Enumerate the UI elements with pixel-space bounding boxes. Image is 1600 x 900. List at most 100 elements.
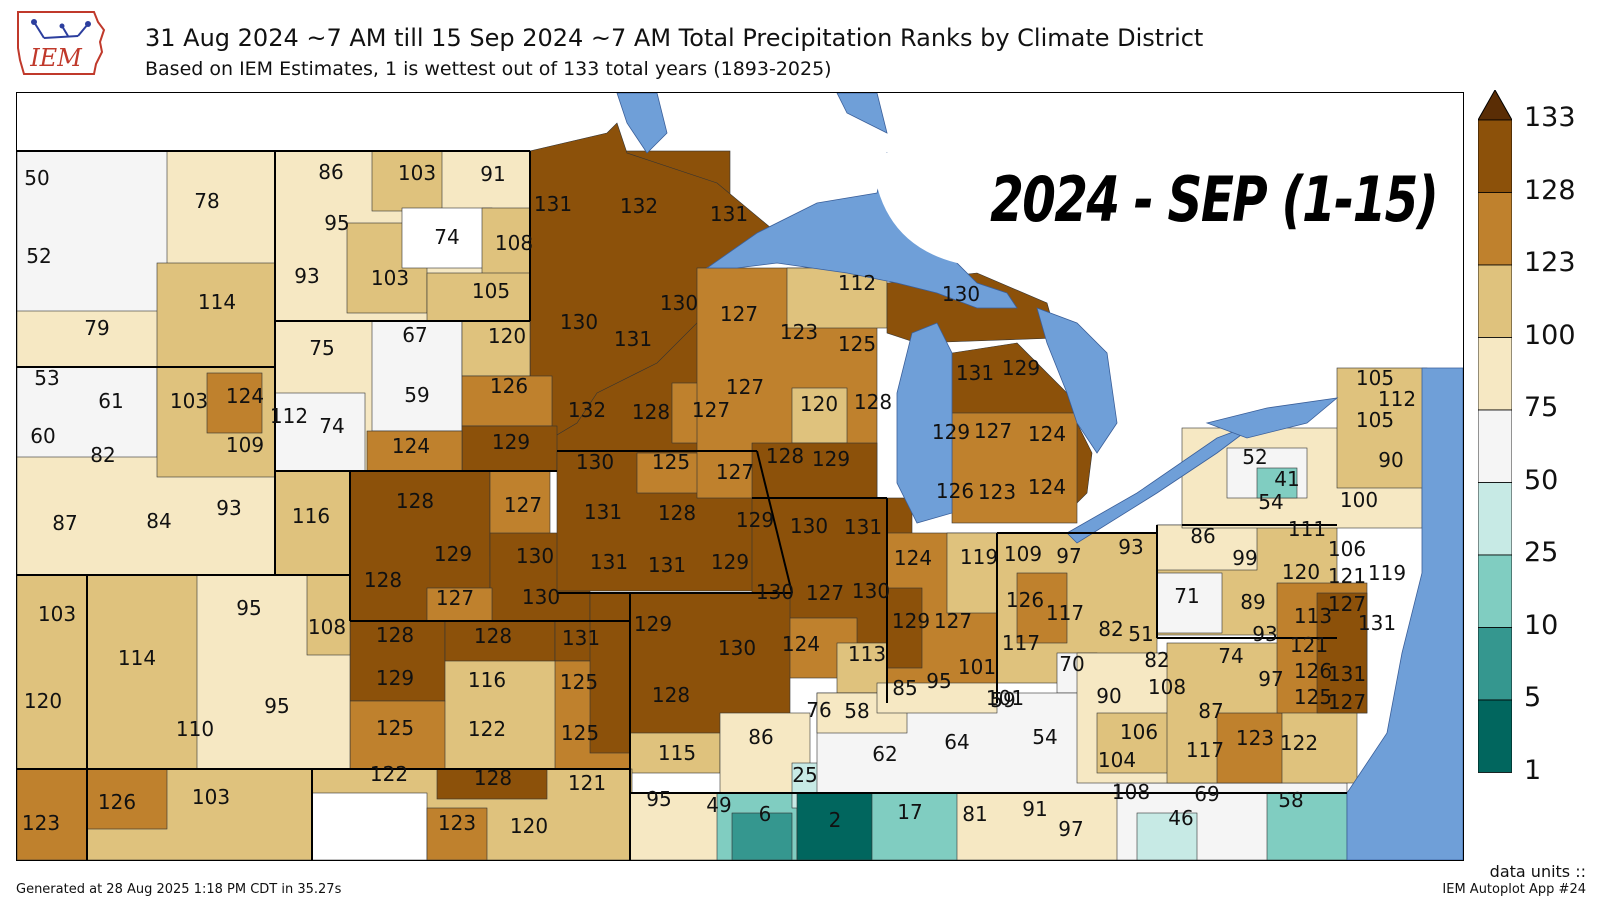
district-rank-label: 97 [1058,817,1083,841]
district-rank-label: 127 [720,302,758,326]
district-rank-label: 129 [634,612,672,636]
colorbar-tick-label: 128 [1524,174,1576,206]
district-rank-label: 121 [1328,564,1366,588]
district-rank-label: 128 [766,444,804,468]
district-rank-label: 60 [30,424,55,448]
district-rank-label: 129 [932,420,970,444]
colorbar-tick-label: 133 [1524,102,1576,133]
district-rank-label: 110 [176,717,214,741]
district-rank-label: 131 [648,553,686,577]
district-rank-label: 61 [98,389,123,413]
district-rank-label: 129 [812,447,850,471]
district-rank-label: 52 [26,244,51,268]
district-rank-label: 117 [1046,601,1084,625]
district-rank-label: 76 [806,698,831,722]
district-rank-label: 132 [620,194,658,218]
district-rank-label: 129 [892,609,930,633]
district-rank-label: 74 [319,414,344,438]
district-rank-label: 106 [1120,720,1158,744]
district-rank-label: 86 [748,725,773,749]
district-rank-label: 50 [24,166,49,190]
period-overlay-label: 2024 - SEP (1-15) [989,163,1439,236]
district-rank-label: 123 [22,811,60,835]
district-rank-label: 79 [84,316,109,340]
logo-text: IEM [29,44,83,72]
district-rank-label: 127 [974,419,1012,443]
district-rank-label: 95 [646,787,671,811]
district-rank-label: 129 [736,508,774,532]
district-rank-label: 25 [792,763,817,787]
district-rank-label: 17 [897,800,922,824]
district-rank-label: 87 [1198,699,1223,723]
district-rank-label: 120 [488,324,526,348]
district-rank-label: 97 [1258,667,1283,691]
district-rank-label: 93 [216,496,241,520]
district-rank-label: 131 [614,327,652,351]
colorbar-segment [1478,337,1512,411]
district-rank-label: 124 [226,384,264,408]
district-rank-label: 112 [838,271,876,295]
district-rank-label: 123 [438,811,476,835]
district-rank-label: 93 [294,264,319,288]
district-rank-label: 70 [1059,652,1084,676]
data-units-label: data units :: [1489,862,1586,881]
district-rank-label: 67 [402,323,427,347]
district-rank-label: 126 [1006,588,1044,612]
district-rank-label: 132 [568,398,606,422]
app-label: IEM Autoplot App #24 [1442,882,1586,897]
district-rank-label: 95 [324,211,349,235]
district-rank-label: 95 [264,694,289,718]
colorbar-segment [1478,264,1512,338]
district-rank-label: 120 [1282,560,1320,584]
district-rank-label: 52 [1242,445,1267,469]
district-rank-label: 49 [706,793,731,817]
colorbar-segment [1478,482,1512,556]
district-rank-label: 99 [1232,546,1257,570]
district-rank-label: 113 [1294,604,1332,628]
district-rank-label: 119 [960,545,998,569]
district-rank-label: 125 [652,450,690,474]
district-rank-label: 54 [1032,725,1057,749]
district-rank-label: 120 [510,814,548,838]
district-rank-label: 81 [962,802,987,826]
district-rank-label: 131 [584,500,622,524]
colorbar-segment [1478,699,1512,773]
district-rank-label: 130 [852,579,890,603]
district-rank-label: 89 [1240,590,1265,614]
district-rank-label: 129 [376,666,414,690]
district-rank-label: 90 [1378,448,1403,472]
district-rank-label: 95 [926,669,951,693]
district-rank-label: 114 [198,290,236,314]
district-rank-label: 127 [934,609,972,633]
district-rank-label: 116 [292,504,330,528]
district-rank-label: 54 [1258,490,1283,514]
district-rank-label: 126 [98,790,136,814]
district-rank-label: 117 [1002,631,1040,655]
district-rank-label: 53 [34,366,59,390]
district-rank-label: 127 [1328,690,1366,714]
district-rank-label: 125 [561,721,599,745]
district-rank-label: 128 [652,683,690,707]
colorbar-tick-label: 5 [1524,682,1542,713]
district-rank-label: 93 [1118,535,1143,559]
district-rank-label: 128 [632,400,670,424]
district-rank-label: 115 [658,741,696,765]
district-rank-label: 126 [1294,659,1332,683]
district-rank-label: 127 [1328,592,1366,616]
district-rank-label: 125 [560,670,598,694]
district-rank-label: 130 [516,544,554,568]
district-rank-label: 109 [226,433,264,457]
colorbar-tick-label: 100 [1524,319,1576,351]
district-rank-label: 82 [1144,648,1169,672]
district-rank-label: 131 [1358,611,1396,635]
map-canvas: 50 78 52 114 79 86 103 91 95 74 108 93 103 105 131 132 1… [17,93,1463,860]
colorbar-segment [1478,554,1512,628]
district-rank-label: 121 [568,771,606,795]
district-rank-label: 112 [270,404,308,428]
district-rank-label: 97 [1056,544,1081,568]
district-rank-label: 41 [1274,467,1299,491]
district-rank-label: 58 [1278,788,1303,812]
district-rank-label: 109 [1004,542,1042,566]
district-rank-label: 120 [24,689,62,713]
district-rank-label: 105 [472,279,510,303]
